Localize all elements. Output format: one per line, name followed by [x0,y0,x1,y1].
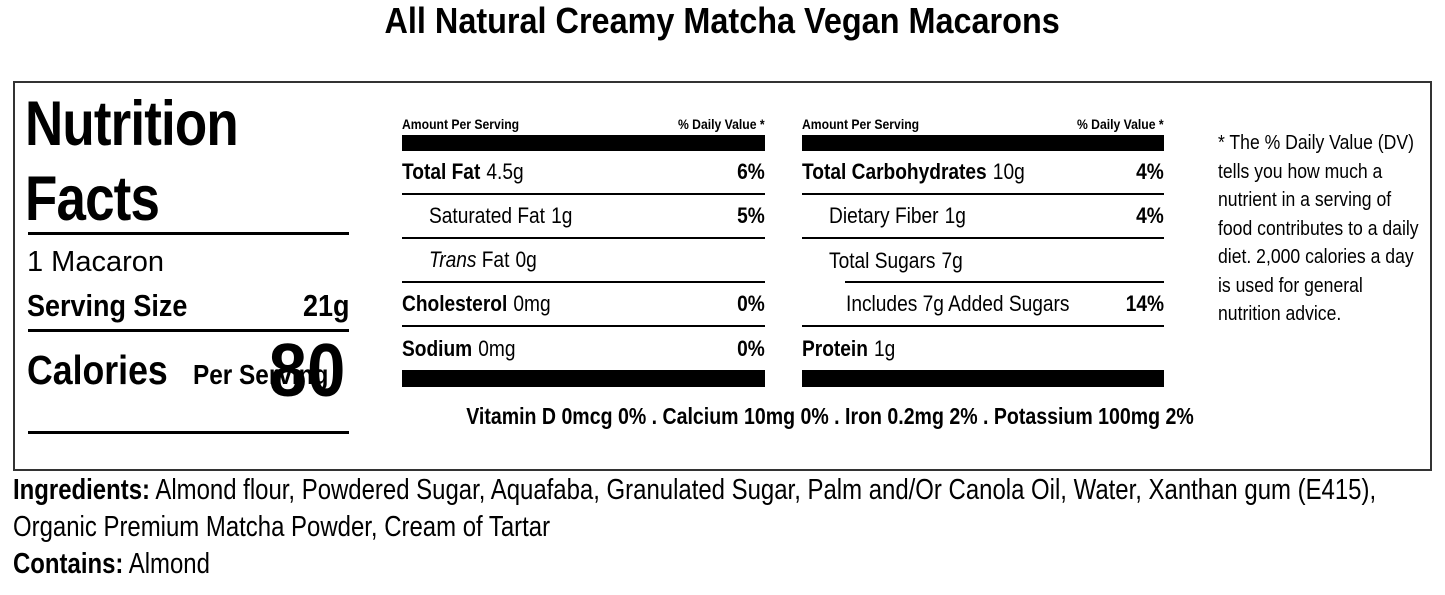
nutrient-name: Total Fat [402,159,481,184]
micronutrients-line: Vitamin D 0mcg 0% . Calcium 10mg 0% . Ir… [402,403,1194,430]
row-total-sugars: Total Sugars 7g [802,239,1164,283]
calories-sublabel: Per Serving [193,359,329,390]
row-dietary-fiber: Dietary Fiber 1g 4% [802,195,1164,239]
nutrient-dv: 14% [1125,291,1164,316]
row-saturated-fat: Saturated Fat 1g 5% [402,195,765,239]
nutrient-name: Protein [802,336,868,361]
ingredients-section: Ingredients: Almond flour, Powdered Suga… [13,472,1445,583]
divider [28,329,349,332]
nutrient-dv: 5% [737,203,765,228]
separator-bar [802,370,1164,387]
heading-line-2: Facts [25,164,160,234]
ingredients-line-2: Organic Premium Matcha Powder, Cream of … [13,509,1376,546]
nutrient-dv: 4% [1136,203,1164,228]
row-total-fat: Total Fat 4.5g 6% [402,151,765,195]
separator-bar [402,370,765,387]
nutrient-amount: 0mg [513,291,551,316]
daily-value-header: % Daily Value * [678,116,765,132]
separator-bar [402,135,765,151]
nutrient-amount: 1g [551,203,573,228]
nutrient-amount: 4.5g [486,159,524,184]
column-header-right: Amount Per Serving % Daily Value * [802,113,1164,135]
micronutrients-text: Vitamin D 0mcg 0% . Calcium 10mg 0% . Ir… [466,403,1194,429]
nutrient-name: Saturated Fat [429,203,545,228]
contains-label: Contains: [13,548,124,580]
nutrition-facts-heading: Nutrition Facts [25,87,239,237]
nutrient-dv: 6% [737,159,765,184]
calories-value: 80 [268,328,345,412]
heading-line-1: Nutrition [25,89,239,159]
page-title: All Natural Creamy Matcha Vegan Macarons [0,0,1445,42]
divider [28,232,349,235]
nutrient-amount: 10g [992,159,1025,184]
nutrient-dv: 0% [737,336,765,361]
calories-block: Calories Per Serving [27,349,349,392]
amount-per-serving-header: Amount Per Serving [802,116,920,132]
row-trans-fat: Trans Fat 0g [402,239,765,283]
contains-line: Contains: Almond [13,546,1376,583]
row-protein: Protein 1g [802,327,1164,371]
nutrient-name: Total Sugars [829,248,936,273]
serving-size-label: Serving Size [27,288,188,323]
row-added-sugars: Includes 7g Added Sugars 14% [802,283,1164,327]
nutrient-amount: 7g [941,248,963,273]
calories-label: Calories [27,347,168,393]
contains-value: Almond [128,548,210,580]
divider-indented [845,281,1164,283]
page-title-text: All Natural Creamy Matcha Vegan Macarons [384,0,1061,41]
nutrient-dv: 4% [1136,159,1164,184]
nutrition-label-box: Nutrition Facts 1 Macaron Serving Size 2… [13,81,1432,471]
column-header-left: Amount Per Serving % Daily Value * [402,113,765,135]
nutrient-name-italic: Trans [429,247,477,272]
nutrient-name: Dietary Fiber [829,203,939,228]
serving-size-value: 21g [302,288,349,323]
row-sodium: Sodium 0mg 0% [402,327,765,371]
nutrient-amount: 0mg [478,336,516,361]
nutrient-name: Cholesterol [402,291,508,316]
ingredients-label: Ingredients: [13,474,151,506]
nutrient-name: Includes 7g Added Sugars [846,291,1070,316]
ingredients-text-1: Almond flour, Powdered Sugar, Aquafaba, … [155,474,1377,506]
nutrient-amount: 1g [944,203,966,228]
separator-bar [802,135,1164,151]
divider [28,431,349,434]
row-cholesterol: Cholesterol 0mg 0% [402,283,765,327]
daily-value-footnote: * The % Daily Value (DV) tells you how m… [1218,132,1419,325]
ingredients-line-1: Ingredients: Almond flour, Powdered Suga… [13,472,1376,509]
nutrient-name: Sodium [402,336,473,361]
serving-size-row: Serving Size 21g [27,285,349,327]
nutrient-amount: 0g [515,247,537,272]
ingredients-text-2: Organic Premium Matcha Powder, Cream of … [13,511,551,543]
row-total-carbohydrates: Total Carbohydrates 10g 4% [802,151,1164,195]
nutrient-name: Total Carbohydrates [802,159,987,184]
nutrient-name: Fat [481,247,510,272]
amount-per-serving-header: Amount Per Serving [402,116,520,132]
serving-unit: 1 Macaron [27,246,165,278]
nutrient-amount: 1g [874,336,896,361]
nutrient-dv: 0% [737,291,765,316]
daily-value-header: % Daily Value * [1077,116,1164,132]
